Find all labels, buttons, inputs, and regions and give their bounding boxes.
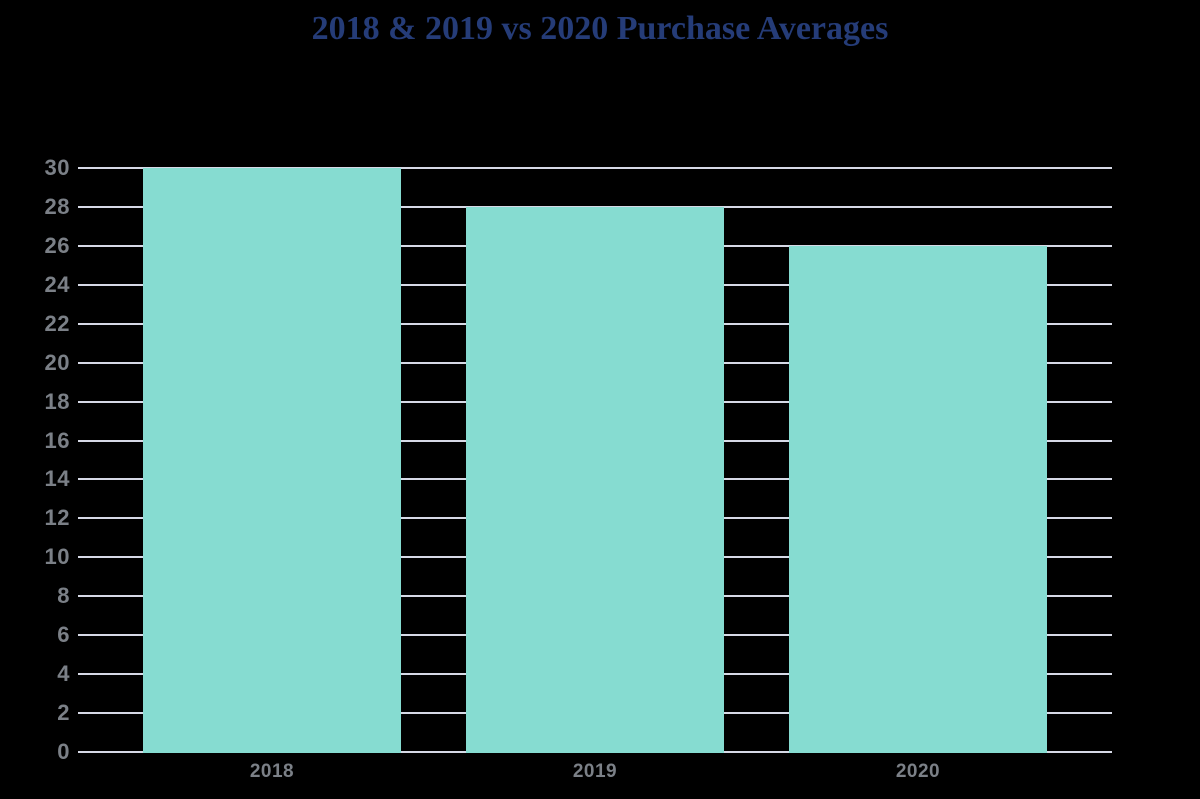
y-tick-label-10: 10 bbox=[44, 544, 70, 570]
bar-2018 bbox=[143, 168, 401, 753]
y-tick-label-28: 28 bbox=[44, 193, 70, 219]
y-tick-label-22: 22 bbox=[44, 310, 70, 336]
y-tick-label-6: 6 bbox=[57, 622, 70, 648]
x-tick-label-2018: 2018 bbox=[249, 761, 295, 782]
y-tick-label-24: 24 bbox=[44, 271, 70, 297]
y-tick-label-0: 0 bbox=[57, 739, 70, 764]
y-tick-label-16: 16 bbox=[44, 427, 70, 453]
gridline-y-30 bbox=[78, 167, 1112, 169]
y-tick-label-30: 30 bbox=[44, 155, 70, 180]
y-tick-label-4: 4 bbox=[57, 661, 70, 687]
x-tick-label-2019: 2019 bbox=[572, 761, 618, 782]
y-tick-label-2: 2 bbox=[57, 700, 70, 726]
y-tick-label-14: 14 bbox=[44, 466, 70, 492]
chart-title: 2018 & 2019 vs 2020 Purchase Averages bbox=[311, 10, 889, 47]
y-tick-label-18: 18 bbox=[44, 388, 70, 414]
x-tick-label-2020: 2020 bbox=[895, 761, 941, 782]
y-tick-label-8: 8 bbox=[57, 583, 70, 609]
bar-2019 bbox=[466, 206, 724, 753]
y-tick-label-12: 12 bbox=[44, 505, 70, 531]
bar-2020 bbox=[789, 245, 1047, 753]
y-tick-label-26: 26 bbox=[44, 232, 70, 258]
y-tick-label-20: 20 bbox=[44, 349, 70, 375]
